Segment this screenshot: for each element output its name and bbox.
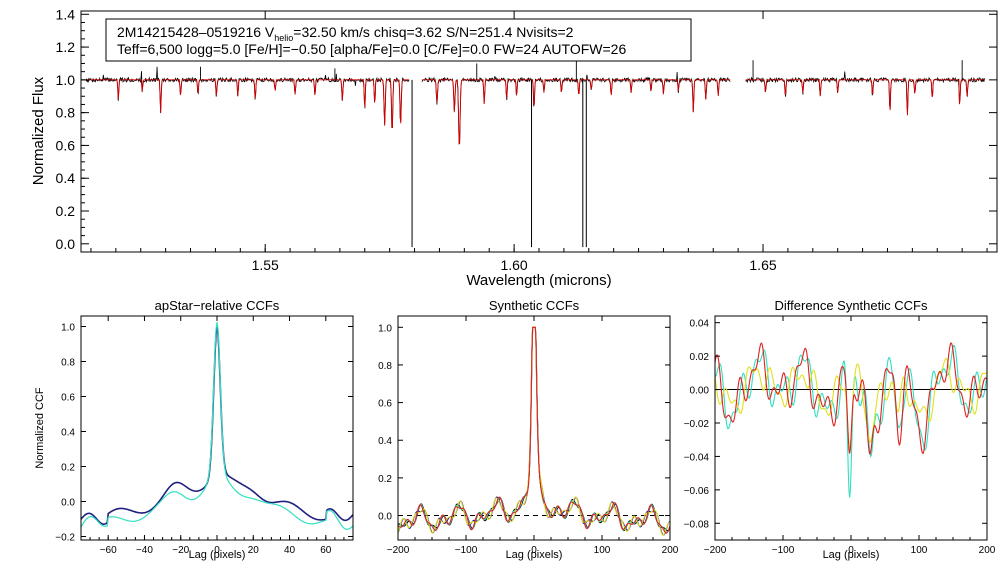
spectrum-ytick-label: 0.8 [56, 105, 76, 121]
difference-ytick-label: −0.08 [684, 519, 710, 530]
synthetic-ccf-panel: Synthetic CCFs −200 −100 0 100 200 0.0 0.2 0.4 0… [378, 298, 679, 561]
spectrum-series [85, 58, 985, 248]
synthetic-xtick-label: −100 [455, 545, 478, 556]
apstar-xtick-label: 20 [248, 545, 260, 556]
difference-ccf-visit-4 [714, 342, 988, 456]
apstar-xtick-label: −60 [100, 545, 117, 556]
observed-spectrum-chip-2 [421, 72, 731, 145]
difference-ytick-label: −0.04 [684, 452, 710, 463]
spectrum-xlabel: Wavelength (microns) [466, 272, 611, 289]
apstar-xtick-label: 60 [320, 545, 332, 556]
spectrum-ytick-label: 0.2 [56, 203, 76, 219]
apstar-ccf-visit-1 [80, 326, 354, 526]
synthetic-ytick-label: 0.4 [378, 436, 392, 447]
synthetic-xtick-label: 100 [594, 545, 611, 556]
spectrum-xtick-label: 1.60 [500, 257, 527, 273]
difference-ytick-label: −0.02 [684, 419, 710, 430]
spectrum-ylabel: Normalized Flux [30, 76, 47, 185]
synthetic-xtick-label: 200 [662, 545, 679, 556]
spectrum-ytick-label: 0.6 [56, 137, 76, 153]
model-spectrum-chip-3 [745, 79, 985, 116]
synthetic-ccf-visit-1 [397, 326, 671, 536]
info-line-1-star: 2M14215428–0519216 V [117, 24, 275, 40]
apstar-plot-frame [80, 315, 354, 541]
apstar-ytick-label: 0.2 [61, 463, 75, 474]
synthetic-ytick-label: 0.2 [378, 474, 392, 485]
apstar-ylabel: Normalized CCF [34, 387, 46, 469]
difference-xlabel: Lag (pixels) [823, 549, 880, 561]
difference-ytick-label: 0.04 [690, 319, 710, 330]
synthetic-axis-ticks: −200 −100 0 100 200 0.0 0.2 0.4 0.6 0.8 1.0 [378, 316, 679, 556]
apstar-ytick-label: 0.8 [61, 358, 75, 369]
synthetic-ytick-label: 1.0 [378, 323, 392, 334]
apstar-axis-ticks: −60 −40 −20 0 20 40 60 −0.2 0.0 0.2 0.4 0.6 0.8 1.0 [55, 316, 354, 556]
synthetic-ccf-visit-3 [397, 326, 671, 536]
spectrum-ytick-label: 0.0 [56, 236, 76, 252]
synthetic-xtick-label: −200 [387, 545, 410, 556]
synthetic-xtick-label: 0 [531, 545, 537, 556]
model-spectrum-chip-1 [85, 79, 410, 129]
info-line-1-subscript: helio [274, 33, 293, 43]
apstar-xlabel: Lag (pixels) [189, 549, 246, 561]
synthetic-ccf-visit-4 [397, 326, 671, 534]
apstar-ytick-label: 0.0 [61, 498, 75, 509]
synthetic-series [397, 326, 671, 536]
spectrum-ytick-label: 1.2 [56, 39, 76, 55]
apstar-xtick-label: 0 [214, 545, 220, 556]
apstar-ytick-label: 0.4 [61, 428, 75, 439]
difference-xtick-label: 0 [848, 545, 854, 556]
spectrum-ytick-label: 1.4 [56, 6, 76, 22]
apstar-xtick-label: −20 [172, 545, 189, 556]
synthetic-ytick-label: 0.8 [378, 361, 392, 372]
difference-ytick-label: −0.06 [684, 486, 710, 497]
difference-ytick-label: 0.02 [690, 352, 710, 363]
apstar-ytick-label: 0.6 [61, 393, 75, 404]
difference-series [714, 342, 988, 498]
apstar-ytick-label: 1.0 [61, 323, 75, 334]
apstar-ytick-label: −0.2 [55, 533, 75, 544]
apstar-ccf-panel: apStar−relative CCFs −60 −40 −20 0 20 40 60 −0.… [34, 298, 354, 561]
synthetic-ytick-label: 0.6 [378, 399, 392, 410]
spectrum-ytick-label: 1.0 [56, 72, 76, 88]
spectrum-ytick-label: 0.4 [56, 170, 76, 186]
spectrum-panel: 1.55 1.60 1.65 0.0 0.2 0.4 0.6 0.8 1.0 1.2 1.4 Wav… [30, 6, 998, 289]
difference-xtick-label: 100 [911, 545, 928, 556]
apstar-title: apStar−relative CCFs [155, 298, 280, 313]
synthetic-title: Synthetic CCFs [489, 298, 580, 313]
info-line-1: 2M14215428–0519216 Vhelio=32.50 km/s chi… [117, 24, 574, 43]
synthetic-ccf-combined [397, 326, 671, 532]
apstar-xtick-label: −40 [136, 545, 153, 556]
spectrum-info-box: 2M14215428–0519216 Vhelio=32.50 km/s chi… [105, 18, 692, 62]
info-line-1-values: =32.50 km/s chisq=3.62 S/N=251.4 Nvisits… [293, 24, 573, 40]
model-spectrum-chip-2 [422, 79, 731, 144]
spectrum-xtick-label: 1.55 [252, 257, 279, 273]
apstar-xtick-label: 40 [284, 545, 296, 556]
difference-ytick-label: 0.00 [690, 386, 710, 397]
difference-ccf-panel: Difference Synthetic CCFs −200 −100 0 100 20… [684, 298, 996, 561]
apstar-ccf-visit-2 [80, 321, 354, 530]
spectrum-axis-ticks: 1.55 1.60 1.65 0.0 0.2 0.4 0.6 0.8 1.0 1.2 1.4 [56, 6, 997, 273]
difference-axis-ticks: −200 −100 0 100 200 −0.08 −0.06 −0.04 −0.02 0.00 0… [684, 316, 996, 556]
apstar-series [80, 321, 354, 530]
synthetic-ytick-label: 0.0 [378, 512, 392, 523]
difference-xtick-label: −200 [704, 545, 727, 556]
difference-xtick-label: −100 [772, 545, 795, 556]
observed-spectrum-chip-3 [745, 71, 985, 115]
synthetic-xlabel: Lag (pixels) [506, 549, 563, 561]
difference-title: Difference Synthetic CCFs [775, 298, 928, 313]
info-line-2: Teff=6,500 logg=5.0 [Fe/H]=−0.50 [alpha/… [117, 41, 626, 57]
synthetic-ccf-visit-2 [397, 326, 671, 533]
spectrum-xtick-label: 1.65 [749, 257, 776, 273]
observed-spectrum-chip-1 [85, 66, 410, 129]
synthetic-plot-frame [397, 315, 671, 541]
difference-xtick-label: 200 [979, 545, 996, 556]
